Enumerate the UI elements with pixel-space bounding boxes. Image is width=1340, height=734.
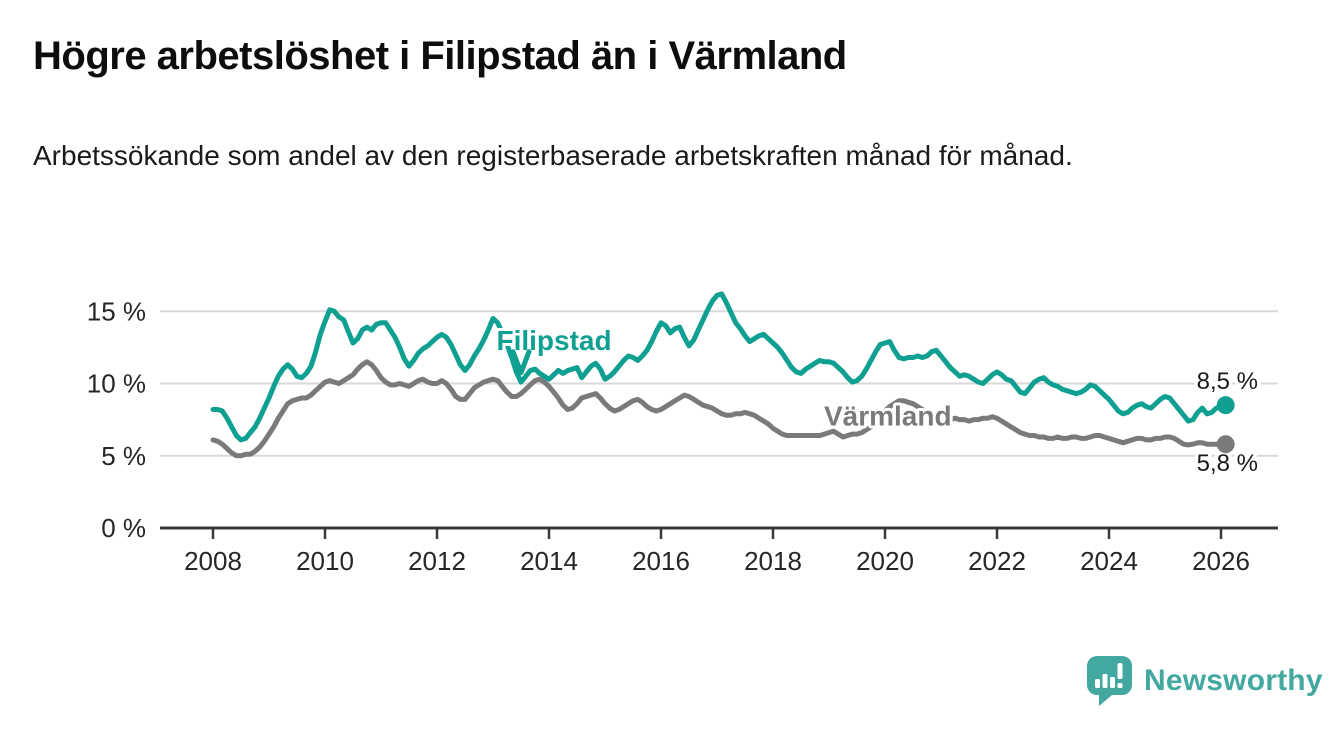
logo-bar-1 [1095, 679, 1100, 688]
y-tick-label: 0 % [101, 513, 146, 543]
x-tick-label: 2014 [520, 546, 578, 576]
y-tick-label: 5 % [101, 441, 146, 471]
series-label-arrow-icon [510, 349, 532, 376]
y-tick-label: 15 % [87, 296, 146, 326]
brand-wordmark: Newsworthy [1144, 664, 1323, 697]
x-tick-label: 2024 [1080, 546, 1138, 576]
end-value-label-filipstad: 8,5 % [1197, 368, 1258, 395]
x-tick-label: 2018 [744, 546, 802, 576]
logo-exclamation-bar [1117, 663, 1123, 679]
end-dot-värmland [1216, 435, 1235, 454]
y-tick-label: 10 % [87, 369, 146, 399]
line-värmland [210, 359, 1229, 459]
end-dot-filipstad [1216, 396, 1235, 415]
line-filipstad [210, 291, 1229, 443]
x-tick-label: 2010 [296, 546, 354, 576]
x-tick-label: 2012 [408, 546, 466, 576]
newsworthy-logo-icon [1087, 656, 1132, 706]
series-label-filipstad: Filipstad [496, 325, 611, 356]
logo-bar-2 [1102, 674, 1108, 688]
end-value-label-värmland: 5,8 % [1197, 450, 1258, 477]
logo-exclamation-dot [1117, 683, 1123, 688]
logo-bubble [1087, 656, 1132, 706]
x-tick-label: 2008 [184, 546, 242, 576]
logo-bar-3 [1110, 677, 1115, 688]
x-tick-label: 2016 [632, 546, 690, 576]
page-title: Högre arbetslöshet i Filipstad än i Värm… [33, 34, 847, 78]
page-subtitle: Arbetssökande som andel av den registerb… [33, 140, 1073, 171]
x-tick-label: 2022 [968, 546, 1026, 576]
series-label-värmland: Värmland [824, 400, 952, 431]
x-tick-label: 2026 [1192, 546, 1250, 576]
x-tick-label: 2020 [856, 546, 914, 576]
brand-footer: Newsworthy [1086, 655, 1323, 707]
